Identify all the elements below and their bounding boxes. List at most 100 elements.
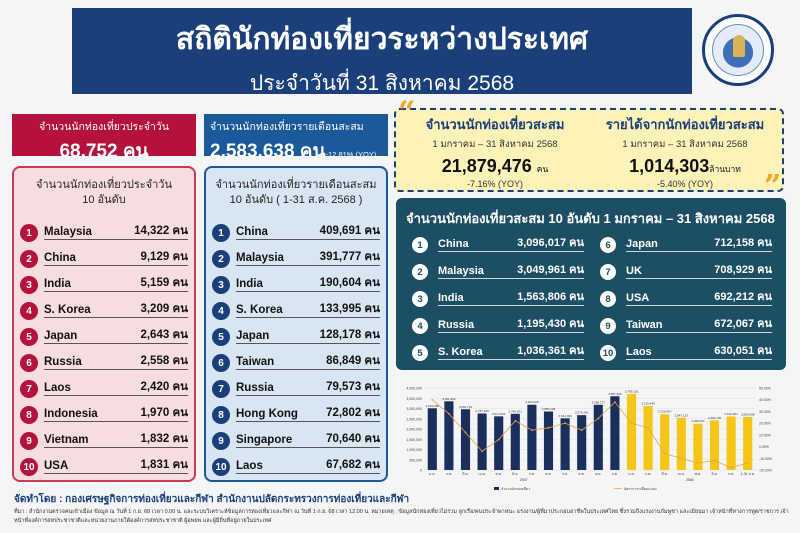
rank-badge: 4	[20, 302, 38, 320]
bar	[477, 413, 487, 470]
bar	[726, 416, 736, 470]
rank-country: S. Korea	[44, 304, 188, 318]
rank-value: 67,682 คน	[326, 459, 380, 471]
y2-tick-label: 50.00%	[759, 387, 771, 391]
monthly-total-banner: จำนวนนักท่องเที่ยวรายเดือนสะสม 2,583,638…	[204, 114, 388, 162]
rank-badge: 8	[20, 406, 38, 424]
rank-badge: 2	[212, 250, 230, 268]
rank-country: Russia	[438, 319, 584, 333]
cumulative-rank-row: 7 UK 708,929 คน	[600, 261, 772, 283]
x-tick-label: มี.ค.	[661, 471, 668, 476]
bar-value-label: 2,740,871	[509, 409, 523, 413]
rank-value: 128,178 คน	[319, 329, 380, 341]
rank-row: 8 Indonesia 1,970 คน	[20, 402, 188, 428]
chart-svg: 0 500,000 1,000,000 1,500,000 2,000,000 2,500…	[406, 387, 772, 491]
bar	[643, 406, 653, 470]
rank-country: USA	[44, 460, 188, 474]
x-tick-label: ก.พ.	[645, 472, 651, 476]
monthly-total-number: 2,583,638 คน	[210, 141, 326, 162]
rank-value: 3,209 คน	[140, 303, 188, 315]
rank-country: India	[438, 292, 584, 306]
change-rate-point	[597, 417, 600, 420]
rank-row: 10 Laos 67,682 คน	[212, 454, 380, 480]
rank-row: 9 Singapore 70,640 คน	[212, 428, 380, 454]
bar-value-label: 2,757,120	[475, 409, 489, 413]
bar-value-label: 3,709,102	[625, 389, 639, 393]
rank-country: Taiwan	[626, 319, 772, 333]
y2-tick-label: 30.00%	[759, 410, 771, 414]
rank-country: Russia	[44, 356, 188, 370]
change-rate-point	[547, 426, 550, 429]
y2-tick-label: 10.00%	[759, 433, 771, 437]
cumulative-revenue-value: 1,014,303ล้านบาท	[590, 156, 780, 177]
x-tick-label: พ.ค.	[495, 472, 502, 476]
rank-badge: 4	[412, 318, 428, 334]
bar-value-label: 2,855,148	[542, 407, 556, 411]
y-tick-label: 1,000,000	[406, 448, 422, 452]
bar	[660, 414, 670, 470]
rank-country: Singapore	[236, 434, 380, 448]
x-tick-label: ก.ย.	[562, 472, 568, 476]
change-rate-point	[680, 457, 683, 460]
monthly-rank-list: 1 China 409,691 คน 2 Malaysia 391,777 คน 3 Indi…	[212, 220, 380, 480]
bar-value-label: 3,351,962	[442, 397, 456, 401]
bar	[444, 401, 454, 470]
daily-top10-heading: จำนวนนักท่องเที่ยวประจำวัน 10 อันดับ	[14, 178, 194, 208]
rank-row: 1 Malaysia 14,322 คน	[20, 220, 188, 246]
rank-badge: 8	[600, 291, 616, 307]
monthly-trend-chart: 0 500,000 1,000,000 1,500,000 2,000,000 2,500…	[394, 378, 784, 498]
rank-value: 14,322 คน	[134, 225, 188, 237]
rank-value: 2,558 คน	[140, 355, 188, 367]
rank-row: 4 S. Korea 133,995 คน	[212, 298, 380, 324]
rank-country: Hong Kong	[236, 408, 380, 422]
monthly-top10-heading-line2: 10 อันดับ ( 1-31 ส.ค. 2568 )	[229, 194, 363, 206]
rank-badge: 3	[412, 291, 428, 307]
rank-row: 4 S. Korea 3,209 คน	[20, 298, 188, 324]
change-rate-point	[630, 422, 633, 425]
rank-row: 1 China 409,691 คน	[212, 220, 380, 246]
rank-badge: 9	[20, 432, 38, 450]
cumulative-revenue-yoy: -5.40% (YOY)	[656, 179, 714, 189]
bar-value-label: 2,521,000	[558, 414, 572, 418]
y2-tick-label: -20.00%	[759, 469, 772, 473]
rank-value: 712,158 คน	[714, 237, 772, 249]
rank-badge: 6	[212, 354, 230, 372]
bar	[460, 409, 471, 470]
bar-value-label: 2,676,281	[575, 411, 589, 415]
rank-value: 1,036,361 คน	[517, 345, 584, 357]
y2-tick-label: 0.00%	[759, 445, 769, 449]
rank-badge: 10	[20, 458, 38, 476]
rank-value: 79,573 คน	[326, 381, 380, 393]
x-tick-label: ก.พ.	[446, 472, 452, 476]
rank-value: 70,640 คน	[326, 433, 380, 445]
cumulative-revenue-title: รายได้จากนักท่องเที่ยวสะสม	[605, 117, 765, 132]
change-rate-point	[663, 452, 666, 455]
change-rate-point	[697, 462, 699, 464]
rank-badge: 5	[20, 328, 38, 346]
change-rate-point	[514, 419, 517, 422]
rank-value: 3,049,961 คน	[517, 264, 584, 276]
rank-badge: 6	[600, 237, 616, 253]
legend-swatch-bar	[494, 487, 499, 490]
x-tick-label: ธ.ค.	[612, 472, 618, 476]
rank-country: Indonesia	[44, 408, 188, 422]
quote-open-icon: “	[398, 95, 416, 130]
monthly-top10-heading-line1: จำนวนนักท่องเที่ยวรายเดือนสะสม	[215, 179, 377, 191]
bar-value-label: 2,962,721	[459, 405, 473, 409]
rank-row: 9 Vietnam 1,832 คน	[20, 428, 188, 454]
rank-country: China	[236, 226, 380, 240]
x-tick-label: ก.ค.	[529, 472, 535, 476]
cumulative-rank-row: 5 S. Korea 1,036,361 คน	[412, 342, 584, 364]
cumulative-rank-row: 10 Laos 630,051 คน	[600, 342, 772, 364]
bar-value-label: 3,183,420	[525, 400, 539, 404]
rank-row: 10 USA 1,831 คน	[20, 454, 188, 480]
bar	[593, 404, 603, 470]
rank-value: 86,849 คน	[326, 355, 380, 367]
rank-badge: 7	[212, 380, 230, 398]
bar-value-label: 3,119,449	[642, 402, 655, 406]
bar	[510, 413, 520, 470]
rank-badge: 5	[412, 345, 428, 361]
rank-country: Japan	[236, 330, 380, 344]
rank-value: 692,212 คน	[714, 291, 772, 303]
rank-badge: 5	[212, 328, 230, 346]
